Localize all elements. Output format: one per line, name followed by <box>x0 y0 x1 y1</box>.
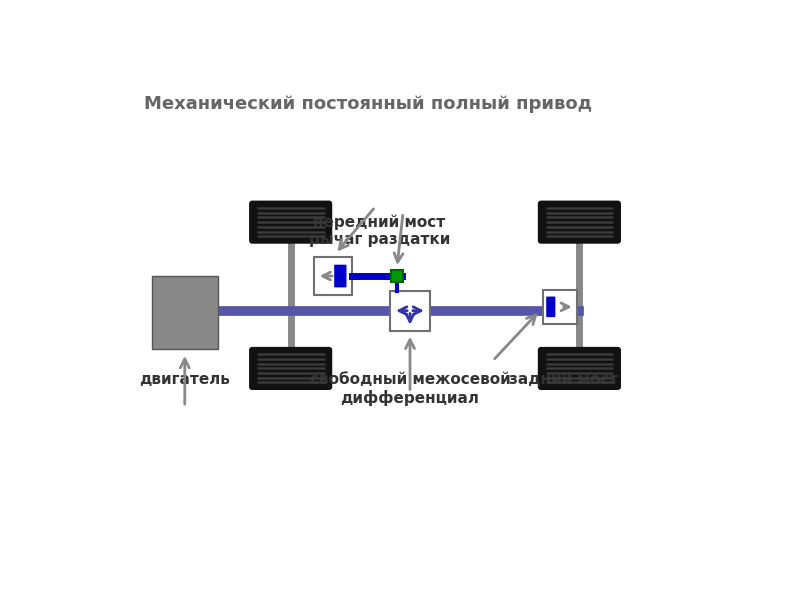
Text: Механический постоянный полный привод: Механический постоянный полный привод <box>144 95 593 113</box>
Text: свободный межосевой
дифференциал: свободный межосевой дифференциал <box>310 372 510 406</box>
Text: задний мост: задний мост <box>510 372 618 388</box>
Text: передний мост
рычаг раздатки: передний мост рычаг раздатки <box>309 214 450 247</box>
Text: двигатель: двигатель <box>139 372 230 388</box>
FancyBboxPatch shape <box>334 265 346 287</box>
FancyBboxPatch shape <box>538 200 621 244</box>
Bar <box>152 276 218 349</box>
FancyBboxPatch shape <box>546 296 555 317</box>
FancyBboxPatch shape <box>249 200 332 244</box>
Bar <box>391 270 402 282</box>
FancyBboxPatch shape <box>538 347 621 390</box>
Bar <box>390 290 430 331</box>
Bar <box>543 290 578 324</box>
FancyBboxPatch shape <box>249 347 332 390</box>
Bar <box>314 257 352 295</box>
